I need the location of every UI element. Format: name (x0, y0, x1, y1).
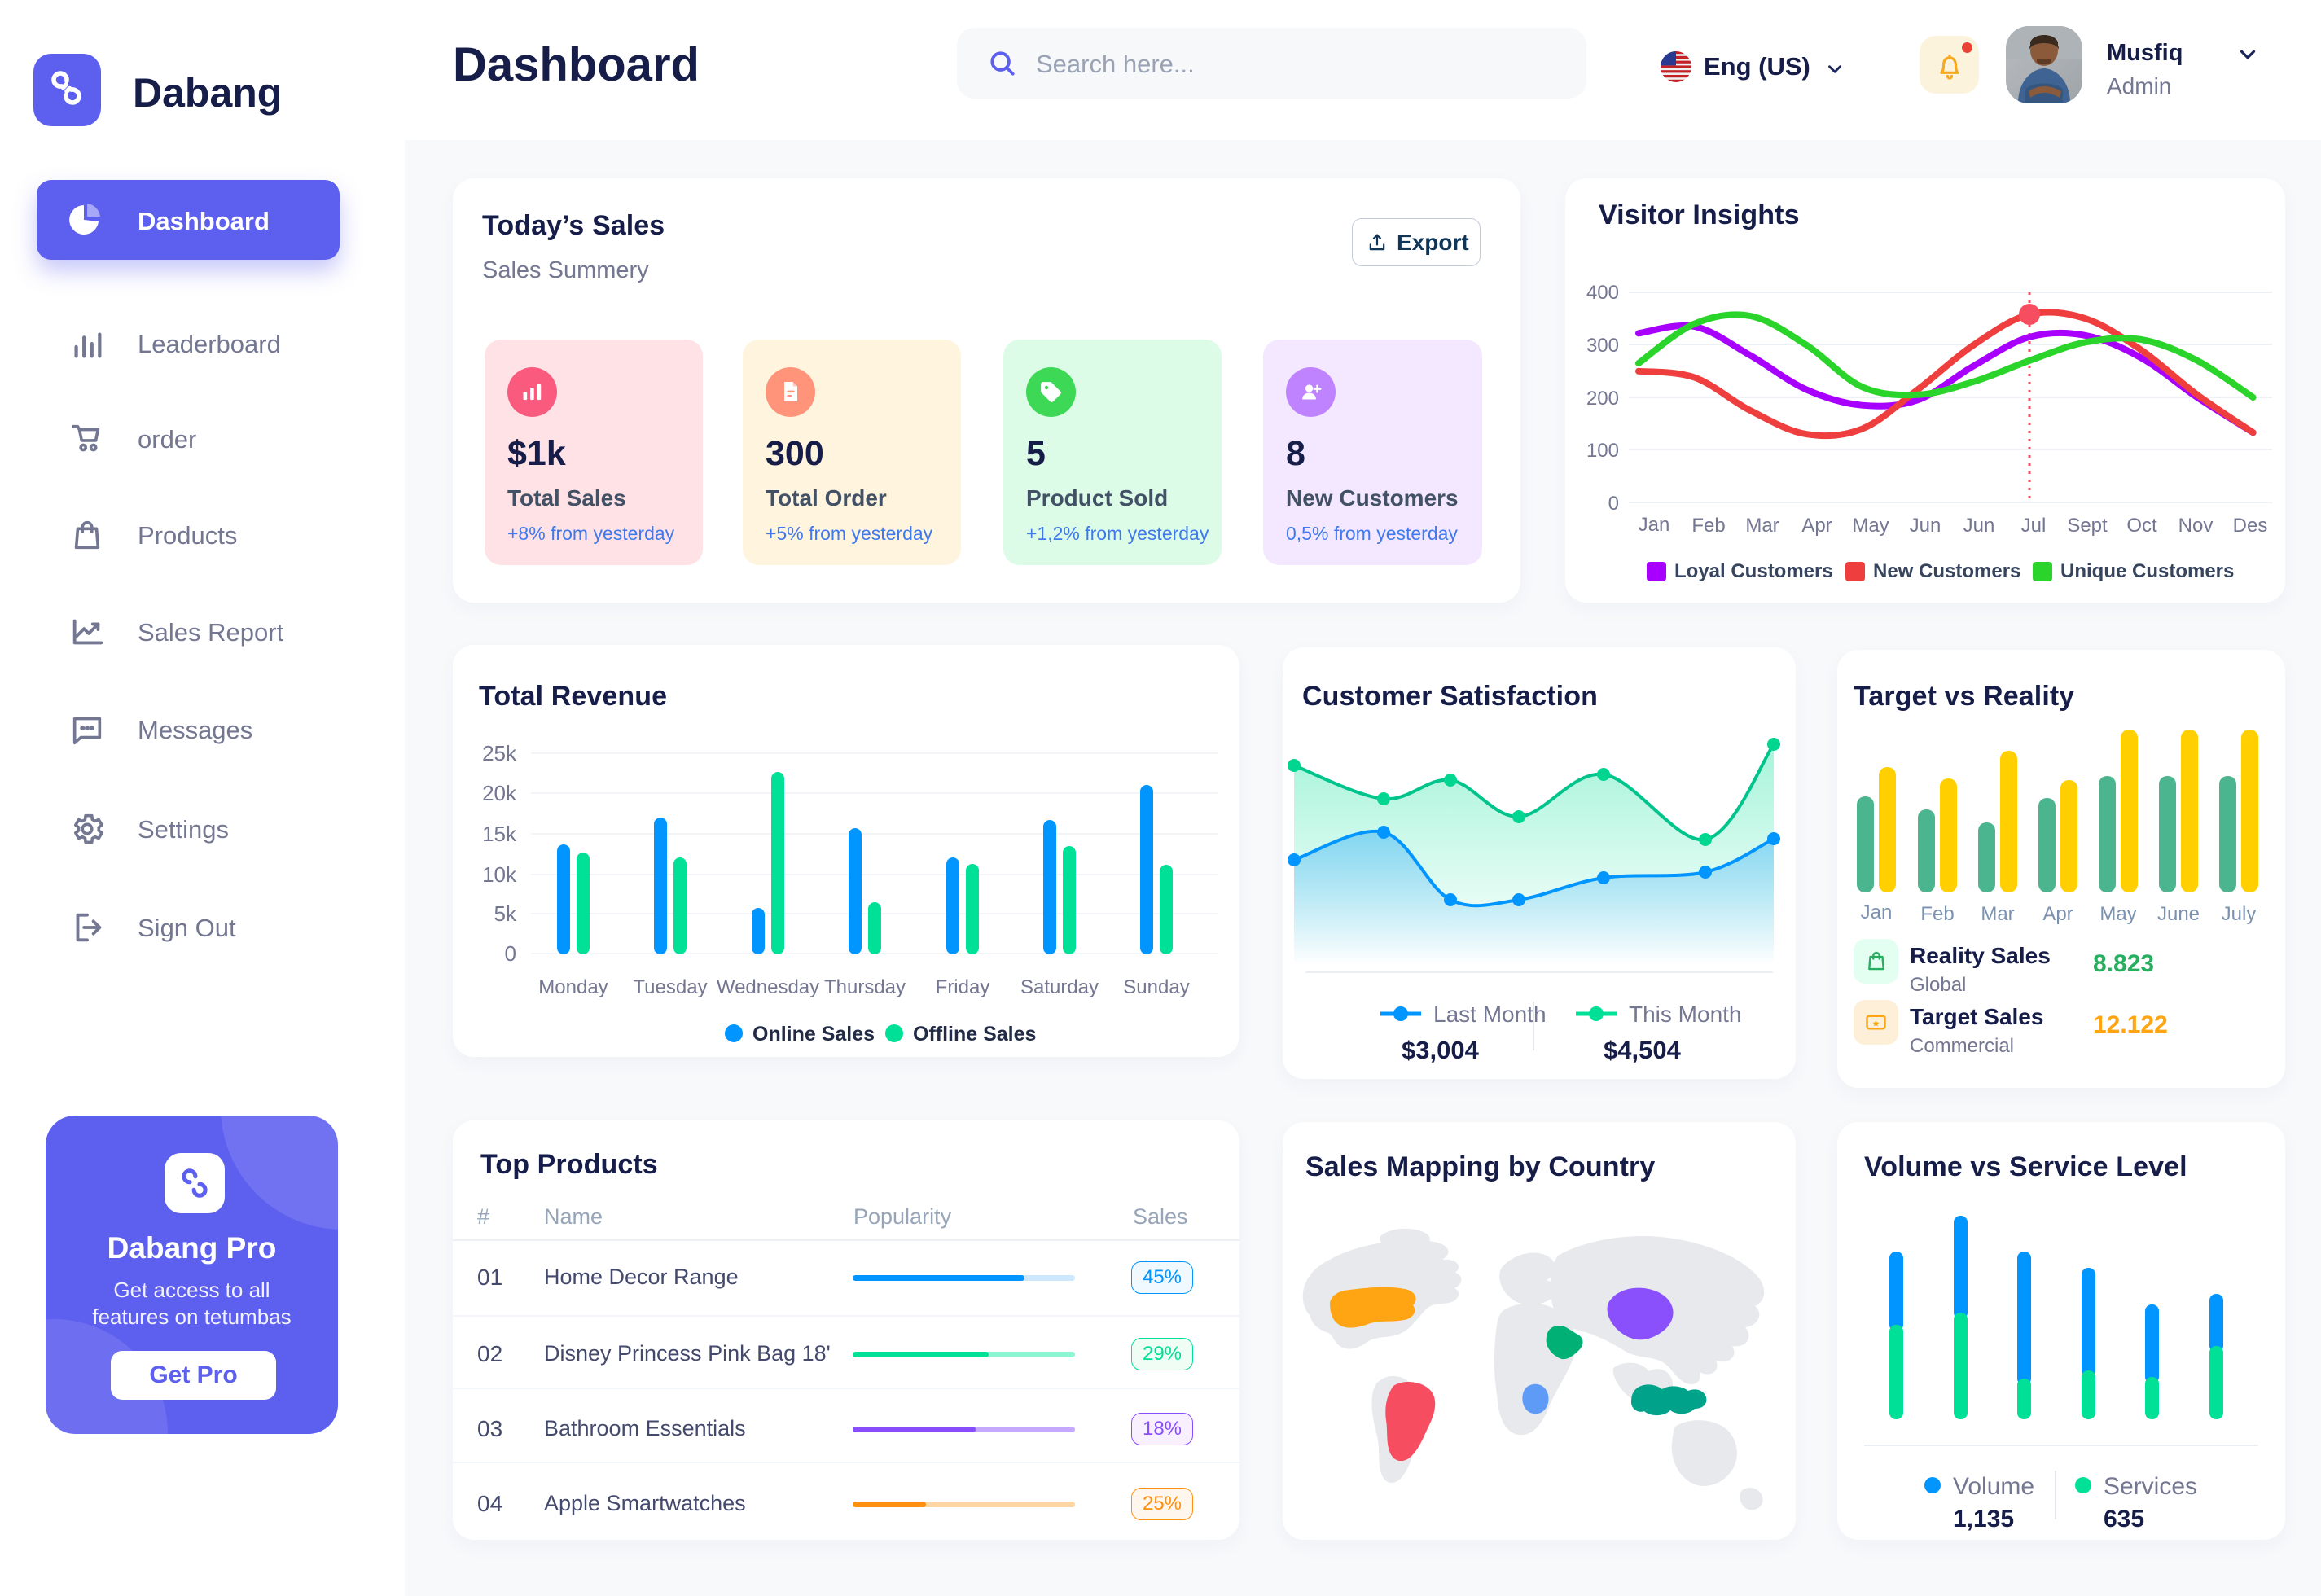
svg-text:June: June (2157, 903, 2200, 925)
svg-text:Apr: Apr (2042, 903, 2073, 925)
svg-text:Nov: Nov (2178, 515, 2214, 537)
svg-text:635: 635 (2104, 1506, 2144, 1532)
svg-text:20k: 20k (482, 781, 517, 805)
svg-text:Offline Sales: Offline Sales (913, 1023, 1036, 1046)
svg-text:$3,004: $3,004 (1402, 1036, 1480, 1064)
svg-text:$4,504: $4,504 (1604, 1036, 1682, 1064)
svg-text:Services: Services (2104, 1473, 2197, 1500)
svg-text:Des: Des (2233, 515, 2268, 537)
svg-text:This Month: This Month (1629, 1002, 1742, 1027)
svg-text:Friday: Friday (936, 976, 990, 998)
svg-text:25k: 25k (482, 741, 517, 765)
svg-text:May: May (1852, 515, 1889, 537)
svg-text:July: July (2222, 903, 2257, 925)
svg-text:Volume: Volume (1953, 1473, 2034, 1500)
svg-text:Jun: Jun (1963, 515, 1995, 537)
svg-text:15k: 15k (482, 822, 517, 846)
svg-text:Feb: Feb (1691, 515, 1725, 537)
svg-text:Mar: Mar (1745, 515, 1779, 537)
svg-text:Tuesday: Tuesday (633, 976, 707, 998)
svg-text:Jan: Jan (1861, 901, 1893, 923)
svg-text:Last Month: Last Month (1433, 1002, 1547, 1027)
svg-text:200: 200 (1586, 388, 1619, 410)
svg-text:Unique Customers: Unique Customers (2060, 560, 2234, 582)
svg-text:0: 0 (505, 941, 516, 966)
svg-text:New Customers: New Customers (1873, 560, 2020, 582)
svg-text:100: 100 (1586, 440, 1619, 462)
svg-text:Mar: Mar (1981, 903, 2014, 925)
svg-text:Sept: Sept (2067, 515, 2108, 537)
svg-text:Monday: Monday (538, 976, 608, 998)
svg-text:10k: 10k (482, 862, 517, 887)
svg-text:Jan: Jan (1639, 514, 1670, 536)
svg-text:Oct: Oct (2126, 515, 2157, 537)
svg-text:Loyal Customers: Loyal Customers (1674, 560, 1833, 582)
svg-text:5k: 5k (494, 901, 517, 926)
svg-text:400: 400 (1586, 282, 1619, 304)
svg-text:Feb: Feb (1920, 903, 1954, 925)
svg-text:Apr: Apr (1801, 515, 1832, 537)
svg-text:Online Sales: Online Sales (752, 1023, 875, 1046)
svg-text:Wednesday: Wednesday (717, 976, 819, 998)
svg-text:Sunday: Sunday (1123, 976, 1189, 998)
svg-text:Saturday: Saturday (1020, 976, 1099, 998)
svg-text:300: 300 (1586, 335, 1619, 357)
svg-text:May: May (2099, 903, 2136, 925)
svg-text:Jul: Jul (2021, 515, 2047, 537)
svg-text:Thursday: Thursday (824, 976, 906, 998)
svg-text:1,135: 1,135 (1953, 1506, 2014, 1532)
svg-text:0: 0 (1608, 493, 1619, 515)
svg-text:Jun: Jun (1910, 515, 1941, 537)
